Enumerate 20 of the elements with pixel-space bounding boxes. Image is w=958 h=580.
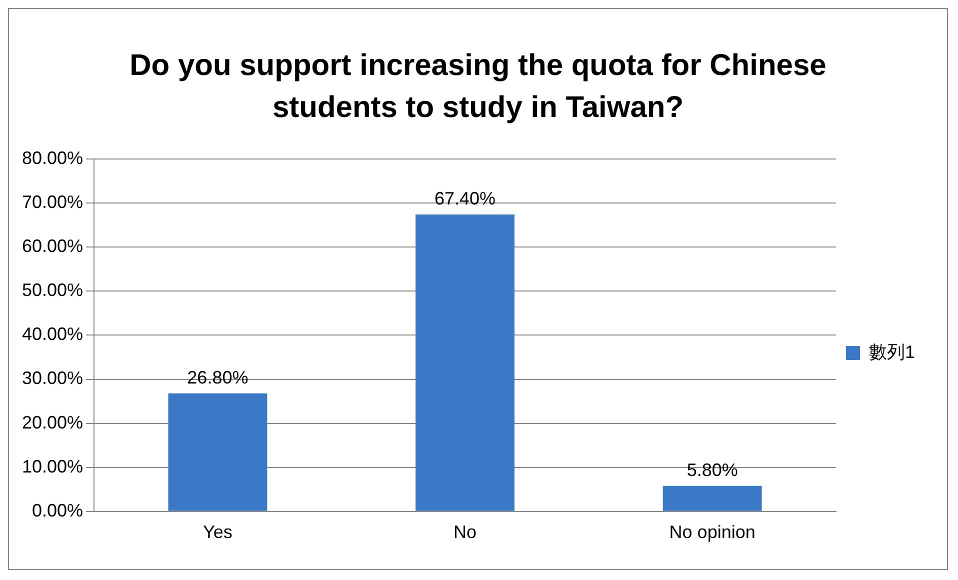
data-label: 67.40% [434, 188, 496, 208]
legend-label: 數列1 [868, 342, 916, 362]
bar [416, 214, 514, 511]
x-tick-label: No opinion [669, 522, 756, 542]
x-tick-label: Yes [203, 522, 232, 542]
y-tick-label: 30.00% [22, 368, 84, 388]
bar [662, 486, 762, 511]
bar [168, 393, 268, 511]
y-tick-label: 40.00% [22, 324, 84, 344]
x-tick-label: No [454, 522, 477, 542]
data-label: 26.80% [187, 367, 248, 388]
data-label: 5.80% [686, 460, 738, 480]
chart-title: Do you support increasing the quota for Chinese students to study in Taiwan? [128, 48, 828, 126]
y-tick-label: 0.00% [32, 500, 84, 520]
y-tick-label: 50.00% [22, 280, 84, 300]
y-tick-label: 20.00% [22, 412, 84, 432]
y-tick-label: 60.00% [22, 236, 84, 256]
y-tick-label: 80.00% [22, 148, 84, 168]
y-tick-label: 70.00% [22, 192, 84, 212]
y-tick-label: 10.00% [22, 456, 84, 476]
